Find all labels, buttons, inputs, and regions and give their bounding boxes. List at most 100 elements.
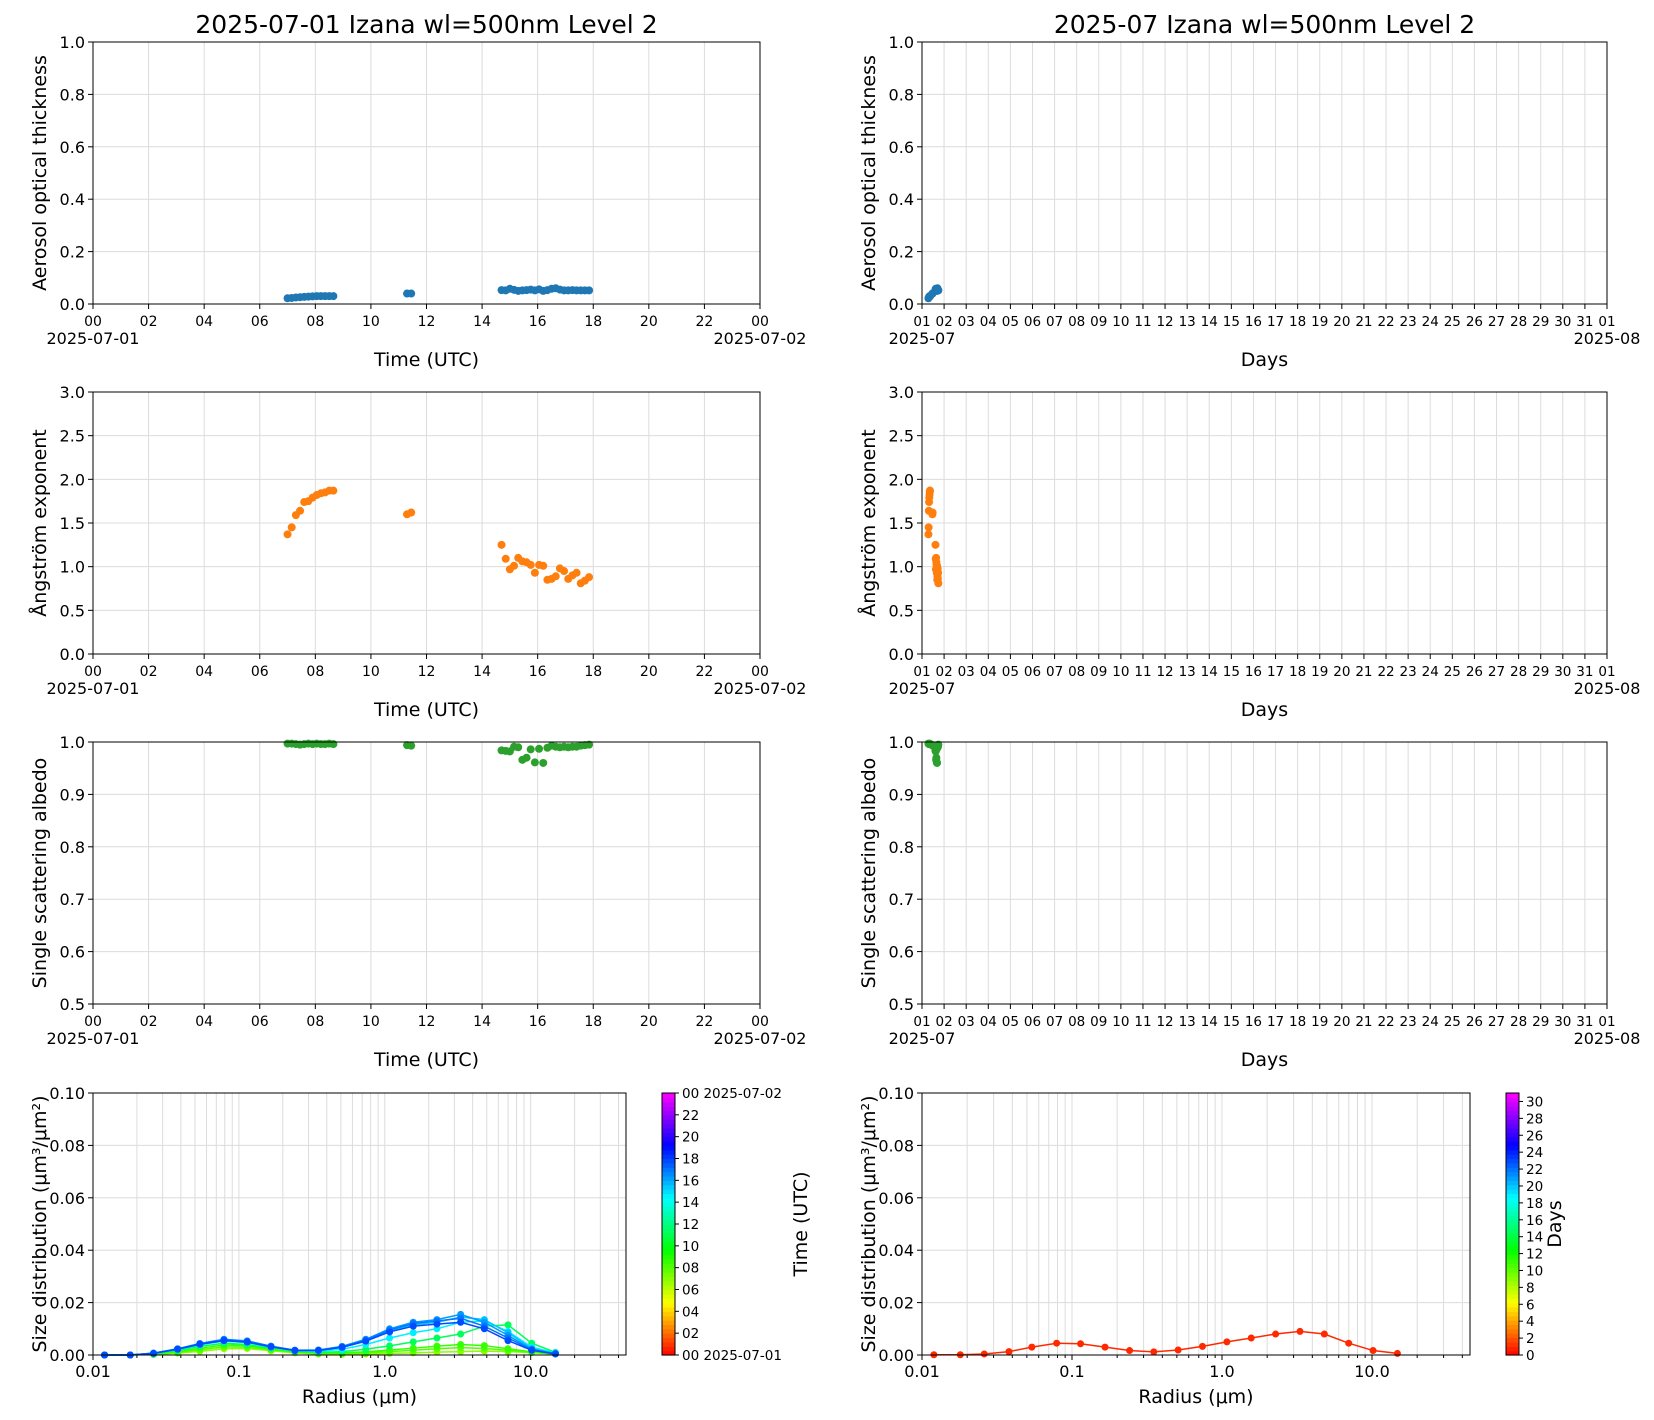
series-point	[386, 1328, 394, 1336]
x-tick-label: 02	[936, 1014, 953, 1030]
x-tick-label: 22	[696, 1014, 714, 1030]
data-marks	[283, 284, 594, 303]
x-date-right: 2025-08	[1574, 679, 1641, 698]
x-axis-label: Radius (μm)	[1138, 1386, 1253, 1408]
x-tick-label: 02	[936, 664, 953, 680]
data-point	[585, 286, 594, 295]
x-axis-label: Time (UTC)	[373, 699, 479, 721]
colorbar-segment	[662, 1097, 675, 1103]
x-axis-label: Radius (μm)	[302, 1386, 417, 1408]
colorbar-segment	[662, 1258, 675, 1264]
x-tick-label: 20	[640, 1014, 658, 1030]
y-tick-label: 2.5	[60, 427, 85, 446]
data-point	[497, 540, 506, 549]
colorbar-tick-label: 20	[1526, 1179, 1543, 1195]
x-tick-label: 12	[1156, 664, 1173, 680]
colorbar-segment	[662, 1333, 675, 1339]
x-tick-label: 15	[1223, 664, 1240, 680]
colorbar-segment	[662, 1337, 675, 1343]
x-tick-label: 22	[696, 314, 714, 330]
colorbar-segment	[1506, 1171, 1519, 1177]
colorbar-segment	[662, 1285, 675, 1291]
x-tick-label: 11	[1134, 314, 1151, 330]
colorbar-segment	[662, 1276, 675, 1282]
colorbar-segment	[1506, 1180, 1519, 1186]
grid-lines	[921, 391, 1608, 655]
series-point	[1053, 1339, 1061, 1347]
data-marks	[924, 739, 943, 767]
x-tick-label: 06	[251, 664, 269, 680]
colorbar-segment	[1506, 1232, 1519, 1238]
x-tick-label: 00	[751, 664, 769, 680]
colorbar-segment	[1506, 1114, 1519, 1120]
colorbar-segment	[662, 1106, 675, 1112]
x-tick-label: 20	[1333, 1014, 1350, 1030]
y-tick-label: 0.0	[889, 295, 914, 314]
y-tick-label: 0.08	[878, 1136, 914, 1155]
colorbar-segment	[662, 1202, 675, 1208]
colorbar-segment	[1506, 1250, 1519, 1256]
series-point	[386, 1342, 394, 1350]
x-tick-label: 14	[473, 664, 491, 680]
x-tick-label: 24	[1422, 1014, 1439, 1030]
x-tick-label: 08	[1068, 314, 1085, 330]
series-point	[1150, 1348, 1158, 1356]
series-point	[480, 1342, 488, 1350]
colorbar-segment	[662, 1272, 675, 1277]
grid-lines	[92, 41, 761, 305]
colorbar-segment	[662, 1127, 675, 1133]
colorbar-segment	[1506, 1141, 1519, 1146]
colorbar-tick-label: 02	[682, 1326, 699, 1342]
colorbar-segment	[1506, 1197, 1519, 1203]
x-tick-label: 04	[195, 1014, 213, 1030]
x-tick-label: 04	[195, 664, 213, 680]
x-tick-label: 02	[140, 1014, 158, 1030]
x-tick-label: 02	[140, 314, 158, 330]
y-tick-label: 0.04	[878, 1241, 914, 1260]
y-tick-label: 0.8	[60, 838, 85, 857]
colorbar-tick-label: 4	[1526, 1314, 1535, 1330]
x-tick-label: 21	[1355, 664, 1372, 680]
x-tick-label: 22	[1377, 664, 1394, 680]
x-tick-label: 03	[958, 314, 975, 330]
y-tick-label: 0.7	[60, 890, 85, 909]
colorbar-segment	[662, 1149, 675, 1155]
x-tick-label: 29	[1532, 664, 1549, 680]
x-tick-label: 23	[1400, 1014, 1417, 1030]
colorbar-segment	[1506, 1106, 1519, 1112]
x-tick-label: 06	[1024, 314, 1041, 330]
series-point	[433, 1342, 441, 1350]
x-tick-label: 13	[1179, 664, 1196, 680]
x-tick-label: 06	[251, 1014, 269, 1030]
axes-frame	[921, 741, 1608, 1005]
x-tick-label: 10.0	[1354, 1362, 1390, 1381]
colorbar-tick-label: 12	[1526, 1247, 1543, 1263]
colorbar-tick-label: 08	[682, 1261, 699, 1277]
y-tick-label: 0.00	[878, 1346, 914, 1365]
data-point	[526, 560, 535, 569]
colorbar-segment	[662, 1289, 675, 1295]
colorbar-segment	[1506, 1224, 1519, 1229]
colorbar-segment	[1506, 1237, 1519, 1243]
colorbar-segment	[662, 1320, 675, 1326]
x-tick-label: 0.1	[1059, 1362, 1084, 1381]
colorbar-tick-label: 04	[682, 1304, 699, 1320]
colorbar-segment	[662, 1101, 675, 1107]
colorbar-segment	[1506, 1097, 1519, 1103]
colorbar-tick-label: 22	[1526, 1162, 1543, 1178]
x-axis-label: Time (UTC)	[373, 349, 479, 371]
series-line	[933, 1330, 1398, 1356]
series-point	[504, 1345, 512, 1353]
y-tick-label: 0.5	[60, 995, 85, 1014]
x-tick-label: 12	[418, 314, 436, 330]
y-tick-label: 0.04	[49, 1241, 85, 1260]
colorbar-segment	[1506, 1254, 1519, 1260]
y-tick-label: 0.10	[878, 1084, 914, 1103]
colorbar-segment	[1506, 1337, 1519, 1343]
y-tick-label: 1.0	[60, 33, 85, 52]
panel-ssa_day: 0.5 0.6 0.7 0.8 0.9 1.0 00 02 04 06 08 10 12 14 16 18 20…	[29, 733, 806, 1071]
colorbar-tick-label: 00 2025-07-01	[682, 1348, 782, 1364]
x-tick-label: 14	[473, 314, 491, 330]
data-point	[934, 568, 943, 577]
